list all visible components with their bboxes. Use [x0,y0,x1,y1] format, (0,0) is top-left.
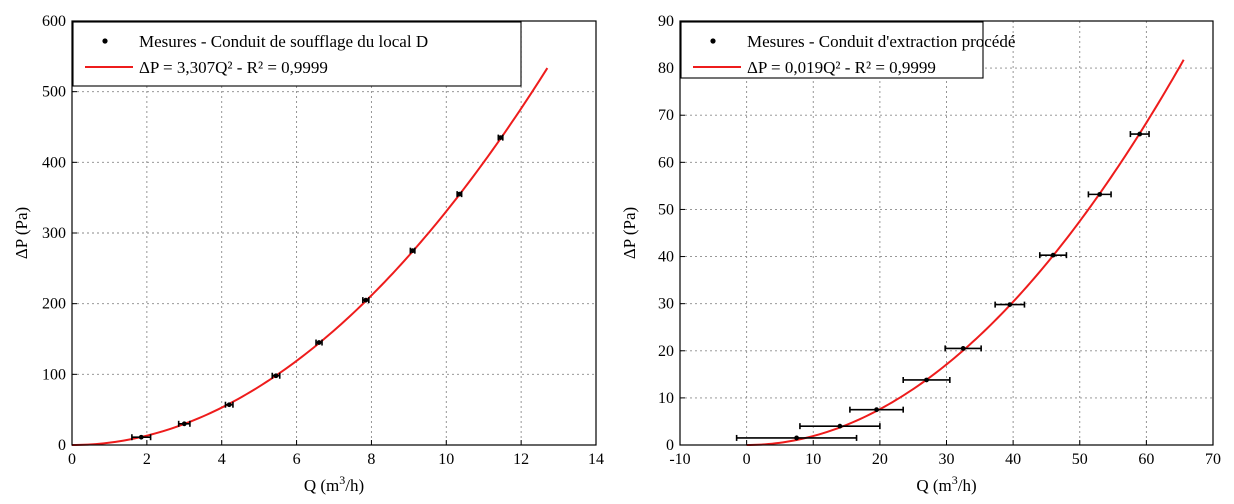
data-point [363,297,369,303]
legend-box-right [680,21,984,79]
x-tick-label: 0 [68,451,76,468]
data-point [316,340,322,345]
data-point [1050,252,1056,258]
legend-right: Mesures - Conduit d'extraction procédé Δ… [680,21,1015,79]
grid-right [680,21,1213,445]
x-tick-label: 6 [293,451,301,468]
x-tick-label: 8 [367,451,375,468]
x-tick-label: 2 [143,451,151,468]
y-tick-label: 40 [658,249,674,266]
x-tick-label: 4 [218,451,226,468]
legend-marker-measures-left [102,38,108,44]
y-ticks-right: 0 10 20 30 40 50 60 70 80 90 [658,13,685,454]
fit-curve-right [746,59,1185,446]
y-tick-label: 300 [42,225,66,242]
x-tick-label: 10 [438,451,454,468]
y-tick-label: 400 [42,154,66,171]
y-tick-label: 30 [658,296,674,313]
legend-entry-measures-left: Mesures - Conduit de soufflage du local … [139,32,428,51]
data-point [794,435,799,441]
data-point [138,434,144,440]
measurements-left [131,134,504,441]
x-tick-label: 0 [743,451,751,468]
x-tick-label: 60 [1138,451,1154,468]
x-axis-label-right: Q (m3/h) [916,473,976,495]
y-tick-label: 200 [42,296,66,313]
legend-marker-measures-right [710,38,716,44]
measurements-right [735,131,1150,441]
legend-left: Mesures - Conduit de soufflage du local … [72,21,522,87]
x-tick-label: 10 [805,451,821,468]
legend-entry-measures-right: Mesures - Conduit d'extraction procédé [747,32,1015,51]
x-tick-label: 14 [588,451,604,468]
y-tick-label: 0 [58,437,66,454]
y-axis-label-left: ΔP (Pa) [12,207,31,259]
x-axis-label-left: Q (m3/h) [304,473,364,495]
fit-curve-left [71,67,549,446]
y-tick-label: 60 [658,154,674,171]
data-point [1097,191,1103,197]
x-tick-label: 50 [1072,451,1088,468]
x-tick-label: 20 [872,451,888,468]
y-tick-label: 50 [658,201,674,218]
y-tick-label: 0 [666,437,674,454]
y-tick-label: 500 [42,84,66,101]
x-tick-label: 40 [1005,451,1021,468]
x-ticks-left: 0 2 4 6 8 10 12 14 [68,440,604,468]
y-tick-label: 600 [42,13,66,30]
data-point [960,346,966,351]
y-axis-label-right: ΔP (Pa) [620,207,639,259]
legend-entry-fit-right: ΔP = 0,019Q² - R² = 0,9999 [747,58,936,77]
chart-left-soufflage: 0 2 4 6 8 10 12 14 0 100 200 300 400 500 600 Q (m3/h)… [12,13,604,495]
y-ticks-left: 0 100 200 300 400 500 600 [42,13,77,454]
data-point [410,248,415,254]
y-tick-label: 80 [658,60,674,77]
data-point [498,135,503,141]
y-tick-label: 100 [42,366,66,383]
data-point [181,421,187,427]
data-point [456,191,462,197]
x-tick-label: 12 [513,451,529,468]
data-point [924,377,929,383]
data-point [273,373,279,379]
data-point [874,407,879,413]
y-tick-label: 20 [658,343,674,360]
grid-left [72,21,596,445]
data-point [837,423,843,429]
x-tick-label: 30 [939,451,955,468]
y-tick-label: 10 [658,390,674,407]
y-tick-label: 70 [658,107,674,124]
data-point [1007,302,1013,308]
legend-entry-fit-left: ΔP = 3,307Q² - R² = 0,9999 [139,58,328,77]
x-tick-label: 70 [1205,451,1221,468]
x-ticks-right: -10 0 10 20 30 40 50 60 70 [669,440,1221,468]
data-point [226,402,232,408]
data-point [1137,131,1143,137]
x-tick-label: -10 [669,451,690,468]
y-tick-label: 90 [658,13,674,30]
legend-box-left [72,21,522,87]
